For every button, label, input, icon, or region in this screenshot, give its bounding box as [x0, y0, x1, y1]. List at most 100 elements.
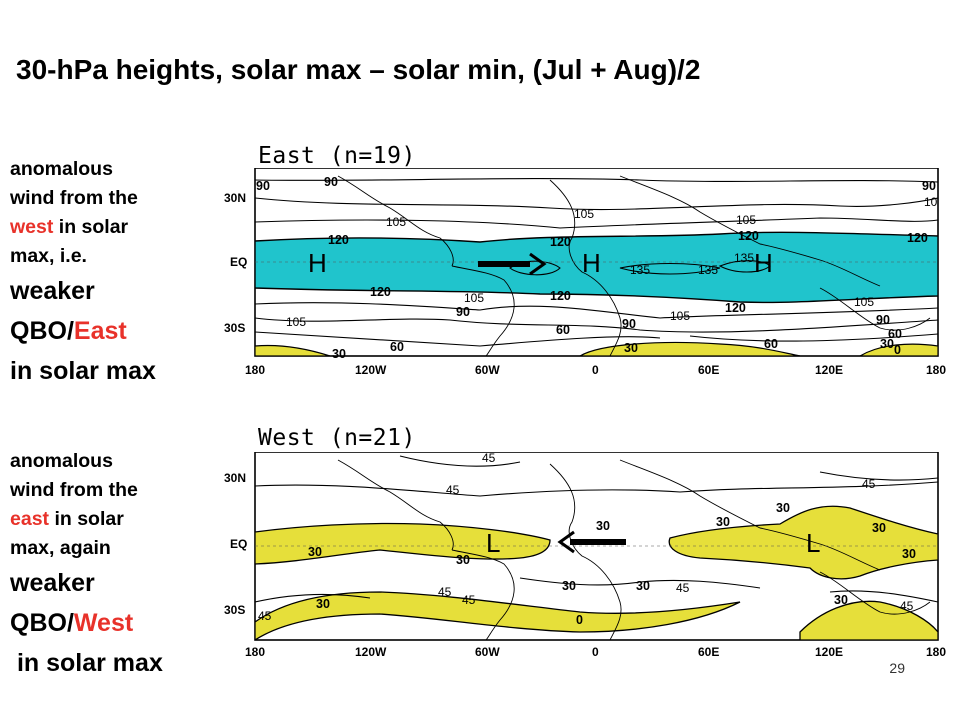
contour-label: 120: [328, 233, 349, 247]
side-line: max, again: [10, 537, 111, 559]
side-text-top: anomalous wind from the west in solar ma…: [10, 155, 156, 391]
contour-label: 120: [550, 235, 571, 249]
contour-label: 105: [386, 215, 406, 229]
anomaly-fill-low: [858, 343, 938, 356]
lon-label: 180: [926, 363, 946, 377]
bottom-map-title: West (n=21): [258, 425, 416, 451]
lon-label: 60E: [698, 363, 719, 377]
contour-label: 120: [907, 231, 928, 245]
contour-line: [255, 217, 938, 229]
contour-label: 30: [562, 579, 576, 593]
low-marker: L: [486, 528, 500, 558]
top-map: 30N EQ 30S 180 120W 60W 0 60E 120E 180 9…: [224, 168, 946, 377]
lon-label: 120E: [815, 645, 843, 659]
coastline: [819, 287, 931, 331]
contour-label: 135: [734, 251, 754, 265]
contour-label: 30: [456, 553, 470, 567]
contour-label: 30: [636, 579, 650, 593]
wind-direction-east: east: [10, 508, 50, 530]
coastline: [819, 571, 931, 615]
side-line: anomalous: [10, 450, 113, 472]
contour-label: 30: [308, 545, 322, 559]
contour-line: [829, 590, 938, 603]
contour-label: 120: [738, 229, 759, 243]
wind-direction-west: west: [10, 216, 54, 238]
side-line: west in solar: [10, 213, 156, 242]
coastline: [619, 175, 881, 287]
top-map-title: East (n=19): [258, 143, 416, 169]
side-line: in solar max: [10, 649, 163, 677]
high-marker: H: [754, 248, 773, 278]
qbo-phase-west: West: [73, 609, 134, 637]
side-line: in solar max: [10, 357, 156, 385]
contour-label: 60: [888, 327, 902, 341]
lon-label: 60W: [475, 363, 500, 377]
lon-label: 120W: [355, 645, 387, 659]
anomaly-fill-low: [255, 344, 331, 356]
contour-label: 30: [902, 547, 916, 561]
contour-label: 105: [286, 315, 306, 329]
coastline: [337, 175, 454, 267]
contour-label: 30: [834, 593, 848, 607]
contour-label: 30: [316, 597, 330, 611]
contour-line: [819, 471, 938, 481]
contour-label: 0: [576, 613, 583, 627]
high-marker: H: [582, 248, 601, 278]
contour-label: 10: [924, 195, 938, 209]
contour-label: 120: [370, 285, 391, 299]
bottom-map: 30N EQ 30S 180 120W 60W 0 60E 120E 180 4…: [224, 452, 946, 659]
contour-label: 90: [622, 317, 636, 331]
lon-label: 60W: [475, 645, 500, 659]
page-number: 29: [889, 660, 905, 676]
contour-label: 30: [332, 347, 346, 361]
lat-label: 30S: [224, 603, 245, 617]
contour-line: [255, 317, 938, 333]
qbo-label: QBO/: [10, 609, 74, 637]
contour-label: 45: [862, 477, 876, 491]
contour-line: [689, 333, 938, 342]
contour-label: 120: [725, 301, 746, 315]
contour-line: [399, 455, 521, 467]
lon-label: 120W: [355, 363, 387, 377]
coastline: [337, 459, 454, 551]
contour-label: 60: [556, 323, 570, 337]
coastline: [549, 179, 622, 356]
lon-label: 180: [926, 645, 946, 659]
lon-label: 60E: [698, 645, 719, 659]
side-line: QBO/West: [10, 603, 163, 643]
coastline: [619, 459, 881, 571]
anomaly-fill-low: [799, 600, 938, 640]
contour-label: 90: [324, 175, 338, 189]
side-line: anomalous: [10, 158, 113, 180]
contour-label: 45: [446, 483, 460, 497]
qbo-label: QBO/: [10, 317, 74, 345]
contour-line: [718, 260, 771, 273]
side-line: max, i.e.: [10, 245, 87, 267]
contour-label: 60: [764, 337, 778, 351]
anomaly-fill-low: [668, 505, 938, 580]
contour-label: 45: [676, 581, 690, 595]
lat-label: 30N: [224, 191, 246, 205]
lat-label: 30N: [224, 471, 246, 485]
contour-label: 45: [438, 585, 452, 599]
contour-line: [255, 197, 938, 211]
contour-label: 105: [670, 309, 690, 323]
contour-label: 120: [550, 289, 571, 303]
contour-line: [619, 262, 721, 275]
contour-label: 30: [776, 501, 790, 515]
contour-label: 135: [630, 263, 650, 277]
side-line: wind from the: [10, 187, 138, 209]
side-line-rest: in solar: [49, 508, 124, 530]
lat-label: EQ: [230, 537, 247, 551]
anomaly-fill-low: [255, 522, 551, 565]
contour-label: 105: [854, 295, 874, 309]
lat-label: EQ: [230, 255, 247, 269]
contour-label: 60: [390, 340, 404, 354]
side-line: QBO/East: [10, 311, 156, 351]
side-line-rest: in solar: [53, 216, 129, 238]
contour-labels: 90 90 90 10 105 105 105 120 120 120 120 …: [256, 175, 938, 361]
contour-label: 105: [464, 291, 484, 305]
lon-label: 180: [245, 645, 265, 659]
side-text-bottom: anomalous wind from the east in solar ma…: [10, 447, 163, 683]
contour-label: 90: [922, 179, 936, 193]
